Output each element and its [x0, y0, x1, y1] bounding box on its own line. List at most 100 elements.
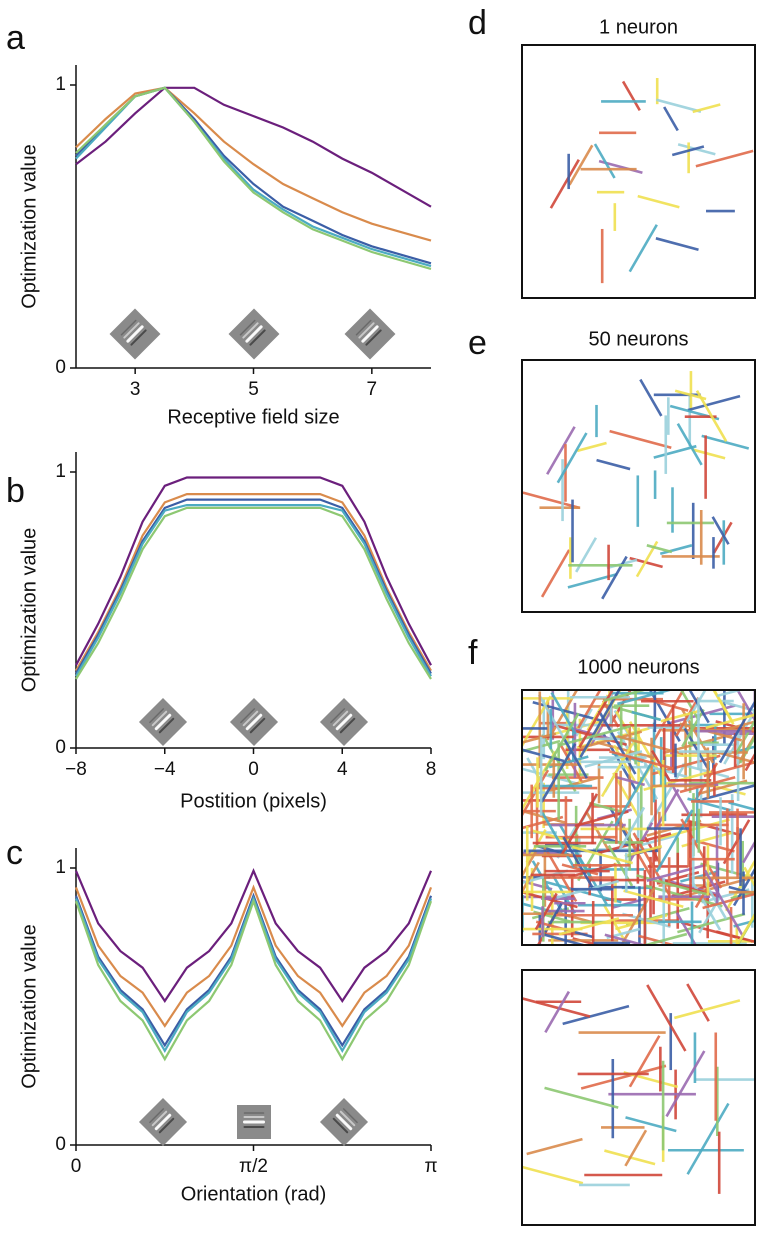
- gabor-stripe: [158, 717, 175, 734]
- receptive-field-segment: [562, 1004, 630, 1026]
- gabor-stripe: [335, 713, 353, 731]
- gabor-stripe: [245, 325, 263, 343]
- receptive-field-segment: [653, 444, 697, 459]
- panel-title: 50 neurons: [588, 328, 688, 350]
- receptive-field-segment: [559, 724, 631, 747]
- y-tick-label: 1: [55, 857, 66, 878]
- gabor-stripes: [240, 708, 266, 734]
- x-axis-label: Postition (pixels): [180, 790, 327, 812]
- receptive-field-segment: [628, 1035, 661, 1088]
- panel-letter: a: [6, 19, 25, 57]
- y-axis-label: Optimization value: [18, 924, 40, 1089]
- receptive-field-segment: [609, 429, 672, 449]
- receptive-field-segment: [575, 537, 598, 573]
- receptive-field-segment: [659, 544, 693, 556]
- receptive-field-segment: [673, 877, 750, 900]
- receptive-field-segment: [628, 224, 658, 273]
- receptive-field-segment: [544, 903, 563, 933]
- receptive-field-segment: [665, 1050, 706, 1118]
- x-tick-label: 5: [248, 379, 259, 400]
- receptive-field-segment: [534, 892, 558, 931]
- receptive-field-segment: [637, 194, 680, 209]
- receptive-field-segment: [625, 1116, 677, 1133]
- receptive-field-segment: [623, 889, 684, 908]
- receptive-field-segment: [686, 983, 710, 1022]
- x-axis-label: Orientation (rad): [181, 1183, 327, 1205]
- receptive-field-segment: [718, 699, 755, 764]
- receptive-field-segment: [597, 710, 637, 775]
- gabor-inset: [344, 308, 396, 360]
- x-tick-label: 8: [426, 759, 437, 780]
- gabor-stripes: [332, 1108, 358, 1134]
- gabor-stripe: [242, 710, 259, 727]
- receptive-field-segment: [522, 815, 564, 830]
- receptive-field-segment: [711, 516, 730, 545]
- receptive-field-segment: [614, 759, 655, 827]
- gabor-stripe: [249, 717, 266, 734]
- receptive-field-segment: [653, 788, 680, 832]
- receptive-field-segment: [580, 1064, 667, 1090]
- receptive-field-segment: [526, 1137, 583, 1156]
- receptive-field-segment: [720, 720, 755, 733]
- receptive-field-segment: [716, 690, 745, 698]
- gabor-stripe: [365, 329, 382, 346]
- receptive-field-segment: [639, 378, 663, 417]
- segment-group: [522, 983, 755, 1194]
- receptive-field-segment: [691, 448, 726, 460]
- receptive-field-segment: [636, 874, 709, 896]
- gabor-stripe: [151, 710, 168, 727]
- x-tick-label: −8: [65, 759, 87, 780]
- gabor-stripe: [245, 713, 263, 731]
- receptive-field-segment: [681, 763, 730, 779]
- gabor-stripes: [355, 319, 382, 346]
- gabor-inset: [237, 1105, 271, 1139]
- panel-letter: d: [468, 4, 487, 42]
- x-tick-label: 0: [248, 759, 259, 780]
- receptive-field-segment: [618, 806, 646, 850]
- panel-box: [521, 969, 756, 1226]
- receptive-field-segment: [596, 741, 658, 760]
- receptive-field-segment: [577, 441, 607, 453]
- receptive-field-segment: [656, 98, 702, 113]
- gabor-stripes: [149, 708, 175, 734]
- receptive-field-segment: [646, 544, 673, 554]
- series-line: [74, 884, 433, 1028]
- receptive-field-segment: [561, 863, 599, 876]
- series-line: [74, 892, 433, 1048]
- receptive-field-segment: [549, 159, 580, 209]
- receptive-field-segment: [679, 690, 701, 722]
- y-tick-label: 1: [55, 461, 66, 482]
- receptive-field-segment: [554, 724, 627, 746]
- series-line: [74, 897, 433, 1062]
- receptive-field-segment: [571, 845, 633, 865]
- x-tick-label: −4: [154, 759, 176, 780]
- receptive-field-segment: [584, 750, 643, 768]
- gabor-stripe: [355, 319, 372, 336]
- series-line: [75, 476, 432, 666]
- receptive-field-segment: [646, 863, 706, 883]
- gabor-stripe: [361, 325, 379, 343]
- receptive-field-segment: [617, 690, 675, 706]
- x-axis-label: Receptive field size: [167, 406, 339, 428]
- receptive-field-segment: [712, 690, 735, 725]
- gabor-inset: [319, 697, 369, 747]
- panel-letter: f: [468, 634, 478, 672]
- receptive-field-segment: [677, 912, 746, 934]
- series-line: [75, 504, 432, 677]
- receptive-field-segment: [562, 737, 588, 779]
- receptive-field-segment: [540, 743, 577, 803]
- panel-box: [521, 359, 756, 613]
- panel-box: [521, 44, 756, 299]
- gabor-inset: [229, 697, 279, 747]
- segment-group: [549, 78, 754, 284]
- x-tick-label: 3: [130, 379, 141, 400]
- x-tick-label: 4: [337, 759, 348, 780]
- receptive-field-segment: [579, 690, 621, 758]
- receptive-field-segment: [676, 423, 703, 466]
- receptive-field-segment: [588, 801, 625, 814]
- gabor-stripe: [332, 710, 349, 727]
- gabor-stripe: [358, 322, 375, 339]
- receptive-field-segment: [705, 713, 755, 730]
- receptive-field-segment: [715, 930, 755, 944]
- gabor-stripe: [339, 717, 356, 734]
